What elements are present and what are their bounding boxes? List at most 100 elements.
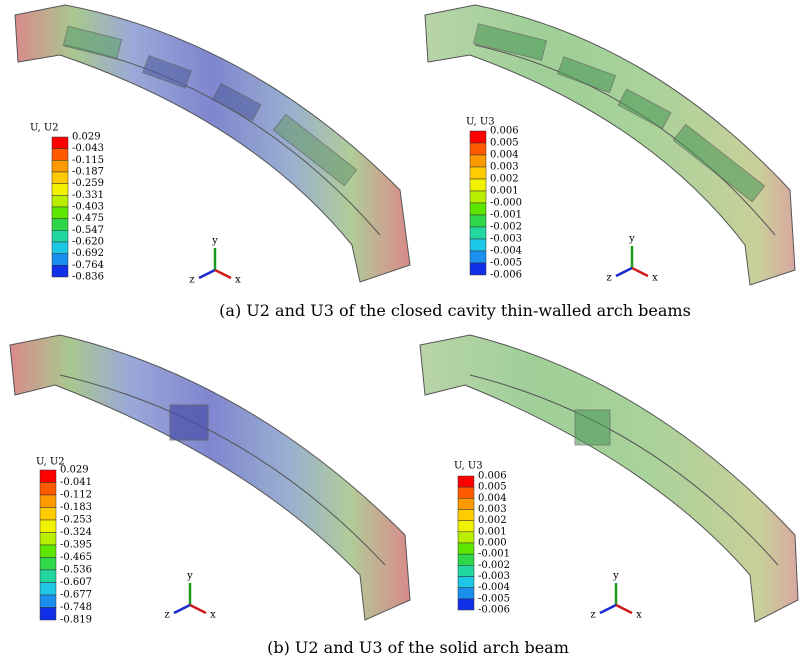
beam (420, 335, 798, 622)
legend-label: -0.001 (478, 549, 510, 560)
legend-swatch (40, 608, 56, 621)
legend-label: -0.000 (490, 198, 522, 209)
legend-swatch (458, 510, 474, 521)
legend-label: -0.002 (478, 560, 510, 571)
axis-label: y (628, 234, 635, 245)
legend-label: 0.002 (478, 515, 507, 526)
axis-label: x (235, 275, 241, 286)
legend-swatch (458, 487, 474, 498)
legend-label: 0.003 (478, 504, 507, 515)
legend-label: 0.005 (490, 138, 519, 149)
legend-swatch (40, 533, 56, 546)
legend-label: 0.004 (490, 150, 519, 161)
legend-label: -0.324 (60, 527, 92, 538)
axis-label: x (652, 273, 658, 284)
legend-label: 0.029 (72, 132, 101, 143)
legend-label: -0.465 (60, 552, 92, 563)
legend-swatch (52, 254, 68, 266)
legend-swatch (470, 179, 486, 191)
legend-label: -0.677 (60, 590, 92, 601)
legend-label: -0.547 (72, 225, 104, 236)
legend-swatch (52, 230, 68, 242)
legend-swatch (458, 476, 474, 487)
axis-arrow (616, 605, 632, 613)
legend-label: -0.819 (60, 615, 92, 626)
legend-swatch (470, 155, 486, 167)
legend-label: 0.004 (478, 493, 507, 504)
axis-label: y (612, 571, 619, 582)
legend-label: 0.006 (478, 471, 507, 482)
axis-arrow (190, 605, 206, 613)
caption: (a) U2 and U3 of the closed cavity thin-… (219, 301, 691, 320)
legend-swatch (40, 520, 56, 533)
legend-label: -0.259 (72, 178, 104, 189)
legend-swatch (458, 498, 474, 509)
legend-swatch (52, 160, 68, 172)
legend-label: -0.003 (490, 234, 522, 245)
legend-swatch (40, 483, 56, 496)
legend-swatch (52, 149, 68, 161)
legend-swatch (458, 588, 474, 599)
legend-swatch (470, 215, 486, 227)
legend-swatch (458, 565, 474, 576)
legend-label: -0.748 (60, 602, 92, 613)
legend-swatch (470, 263, 486, 275)
legend-label: -0.002 (490, 222, 522, 233)
axis-label: z (164, 610, 169, 621)
legend-swatch (52, 195, 68, 207)
legend-title: U, U2 (30, 123, 59, 134)
legend-label: -0.001 (490, 210, 522, 221)
legend-swatch (470, 251, 486, 263)
legend-label: -0.003 (478, 571, 510, 582)
legend-label: 0.006 (490, 126, 519, 137)
caption: (b) U2 and U3 of the solid arch beam (267, 638, 569, 657)
legend-swatch (470, 227, 486, 239)
legend-label: 0.005 (478, 482, 507, 493)
legend-label: -0.187 (72, 167, 104, 178)
legend-swatch (52, 207, 68, 219)
legend-label: -0.620 (72, 237, 104, 248)
legend-label: -0.692 (72, 248, 104, 259)
legend-swatch (52, 172, 68, 184)
axis-arrow (174, 605, 190, 613)
legend-swatch (458, 543, 474, 554)
legend-label: -0.043 (72, 143, 104, 154)
axis-label: z (606, 273, 611, 284)
legend-label: -0.006 (478, 605, 510, 616)
legend-swatch (470, 131, 486, 143)
legend-label: -0.607 (60, 577, 92, 588)
legend-label: -0.112 (60, 490, 92, 501)
legend-label: -0.253 (60, 515, 92, 526)
axis-arrow (600, 605, 616, 613)
legend-swatch (40, 495, 56, 508)
axis-label: z (189, 275, 194, 286)
legend-label: -0.006 (490, 270, 522, 281)
legend-label: -0.041 (60, 477, 92, 488)
legend-swatch (470, 239, 486, 251)
legend-label: -0.536 (60, 565, 92, 576)
legend-label: 0.002 (490, 174, 519, 185)
legend-label: -0.004 (490, 246, 522, 257)
legend-label: 0.001 (478, 526, 507, 537)
axis-arrow (632, 268, 648, 276)
legend-label: -0.005 (478, 593, 510, 604)
legend-label: -0.475 (72, 213, 104, 224)
legend-label: -0.395 (60, 540, 92, 551)
axis-label: z (590, 610, 595, 621)
legend-label: -0.115 (72, 155, 104, 166)
legend-label: 0.003 (490, 162, 519, 173)
legend-label: -0.005 (490, 258, 522, 269)
legend-swatch (40, 470, 56, 483)
legend-swatch (470, 191, 486, 203)
legend-swatch (40, 545, 56, 558)
axis-label: y (186, 571, 193, 582)
axis-arrow (199, 270, 215, 278)
legend-swatch (458, 521, 474, 532)
legend-swatch (458, 577, 474, 588)
legend-swatch (470, 203, 486, 215)
axis-arrow (616, 268, 632, 276)
legend-swatch (458, 532, 474, 543)
legend-label: 0.029 (60, 465, 89, 476)
legend-swatch (458, 599, 474, 610)
legend-label: -0.331 (72, 190, 104, 201)
